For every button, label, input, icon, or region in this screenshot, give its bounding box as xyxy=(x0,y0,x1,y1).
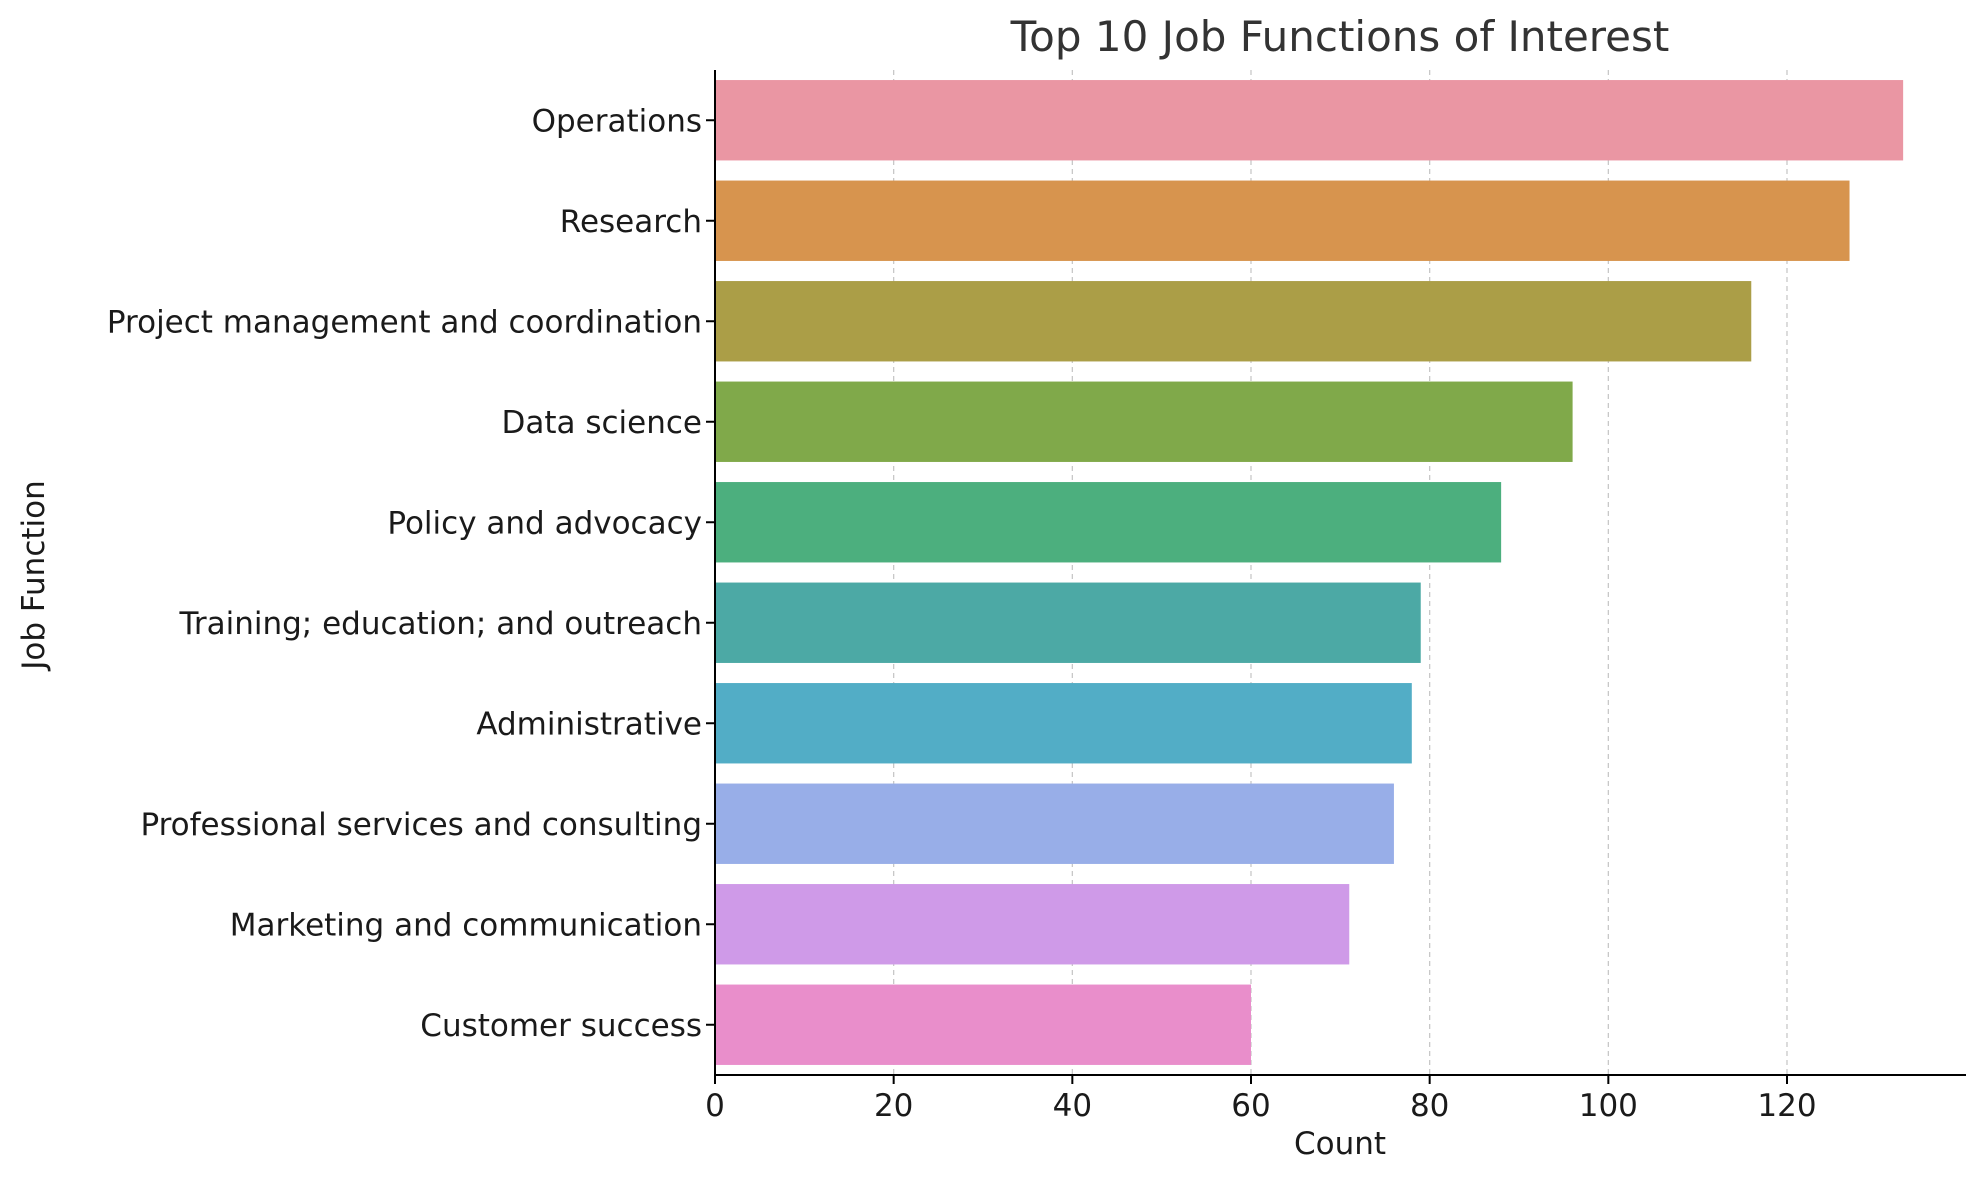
bar-3 xyxy=(715,381,1573,462)
x-tick-label-2: 40 xyxy=(1053,1088,1092,1124)
chart-title: Top 10 Job Functions of Interest xyxy=(1010,12,1670,61)
bar-8 xyxy=(715,884,1350,965)
bar-5 xyxy=(715,582,1421,663)
x-tick-label-6: 120 xyxy=(1757,1088,1816,1124)
x-tick-label-0: 0 xyxy=(705,1088,725,1124)
x-tick-label-1: 20 xyxy=(874,1088,913,1124)
x-axis-label: Count xyxy=(1294,1126,1386,1162)
y-tick-label-3: Data science xyxy=(501,405,702,441)
y-axis-ticks: Operations Research Project management and… xyxy=(107,103,715,1044)
y-tick-label-5: Training; education; and outreach xyxy=(178,606,702,642)
bars xyxy=(715,80,1904,1065)
y-tick-label-7: Professional services and consulting xyxy=(140,807,702,843)
y-tick-label-6: Administrative xyxy=(476,706,702,742)
bar-2 xyxy=(715,281,1752,362)
bar-4 xyxy=(715,482,1502,563)
bar-9 xyxy=(715,984,1251,1065)
x-tick-label-3: 60 xyxy=(1231,1088,1270,1124)
y-tick-label-0: Operations xyxy=(532,103,702,139)
x-tick-label-5: 100 xyxy=(1579,1088,1638,1124)
bar-6 xyxy=(715,683,1412,764)
x-tick-label-4: 80 xyxy=(1410,1088,1449,1124)
y-axis-label: Job Function xyxy=(16,480,52,672)
bar-0 xyxy=(715,80,1904,161)
bar-7 xyxy=(715,783,1394,864)
bar-1 xyxy=(715,180,1850,261)
y-tick-label-1: Research xyxy=(560,204,702,240)
x-axis-ticks: 0 20 40 60 80 100 120 xyxy=(705,1075,1817,1124)
y-tick-label-4: Policy and advocacy xyxy=(387,505,702,541)
y-tick-label-9: Customer success xyxy=(420,1008,702,1044)
y-tick-label-8: Marketing and communication xyxy=(230,907,702,943)
y-tick-label-2: Project management and coordination xyxy=(107,304,702,340)
